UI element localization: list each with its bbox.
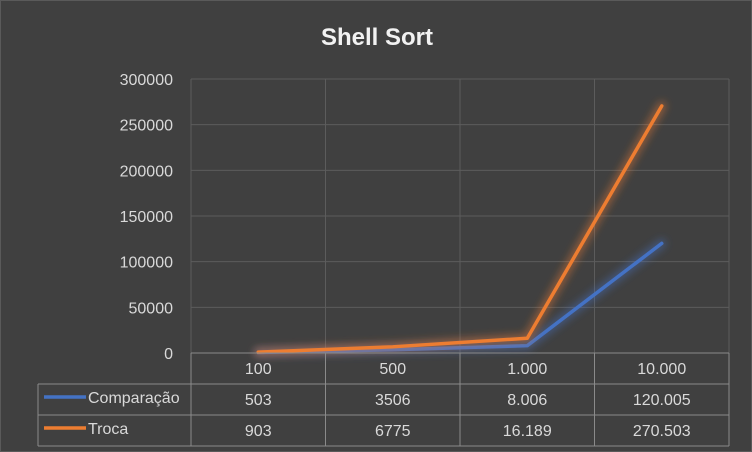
table-cell-value: 120.005 [633, 392, 691, 409]
table-cell-value: 16.189 [503, 423, 552, 440]
x-tick-label: 1.000 [507, 361, 547, 378]
x-tick-label: 100 [245, 361, 272, 378]
y-tick-label: 0 [164, 346, 173, 363]
x-tick-label: 500 [379, 361, 406, 378]
table-cell-value: 503 [245, 392, 272, 409]
x-tick-label: 10.000 [637, 361, 686, 378]
table-cell-value: 903 [245, 423, 272, 440]
y-tick-label: 200000 [120, 163, 173, 180]
y-tick-label: 50000 [129, 300, 174, 317]
series-line-1 [256, 104, 664, 354]
table-cell-value: 8.006 [507, 392, 547, 409]
table-cell-value: 6775 [375, 423, 411, 440]
legend-label: Troca [88, 421, 128, 438]
table-cell-value: 270.503 [633, 423, 691, 440]
chart-title: Shell Sort [321, 24, 433, 51]
y-tick-label: 100000 [120, 255, 173, 272]
y-tick-label: 300000 [120, 72, 173, 89]
y-tick-label: 150000 [120, 209, 173, 226]
legend-label: Comparação [88, 390, 180, 407]
y-tick-label: 250000 [120, 118, 173, 135]
table-cell-value: 3506 [375, 392, 411, 409]
